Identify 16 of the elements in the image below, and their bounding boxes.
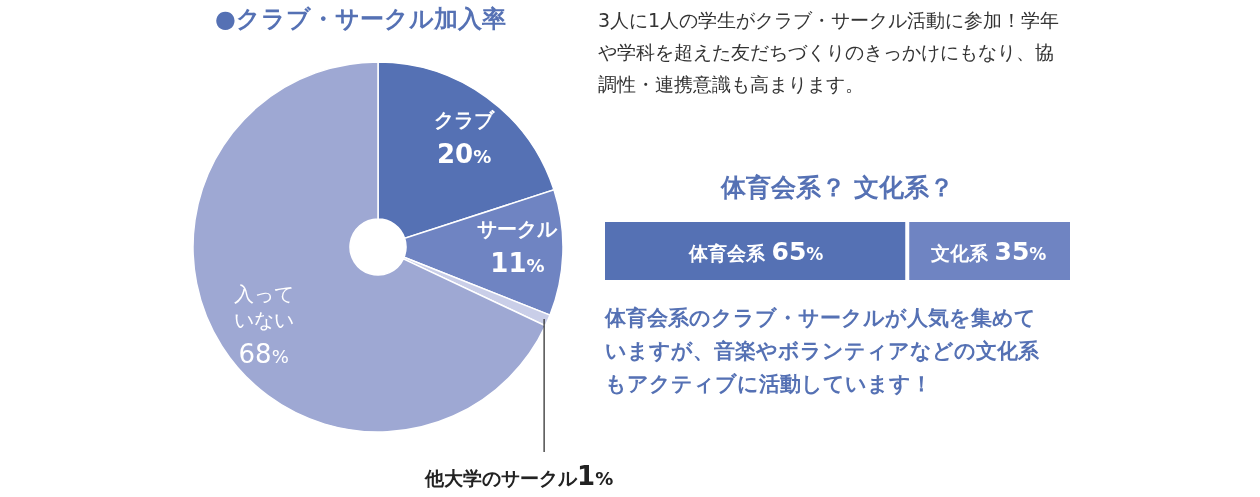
series-label: 文化系 [929,242,995,264]
data-label: 68% [238,339,289,370]
chart-title: ●クラブ・サークル加入率 [215,5,506,33]
data-label: 1% [577,461,614,491]
data-label: 35% [994,237,1047,266]
text: 3人に1人の学生がクラブ・サークル活動に参加！学年や学科を超えた友だちづくりのきっかけにもなり、協調性・連携意識も高まります。 [598,9,1060,95]
slice-label: 他大学のサークル [424,467,579,489]
series-label: 体育会系 [687,242,772,264]
chart-title: 体育会系？ 文化系？ [719,173,955,202]
text: 体育会系のクラブ・サークルが人気を集めていますが、音楽やボランティアなどの文化系もアクティブに活動しています！ [604,306,1040,396]
slice-label: 入っていない [233,282,294,333]
data-label: 11% [490,248,545,279]
data-label: 20% [437,139,492,170]
data-label: 65% [771,237,824,266]
slice-label: クラブ [434,108,496,133]
slice-label: サークル [477,217,559,242]
